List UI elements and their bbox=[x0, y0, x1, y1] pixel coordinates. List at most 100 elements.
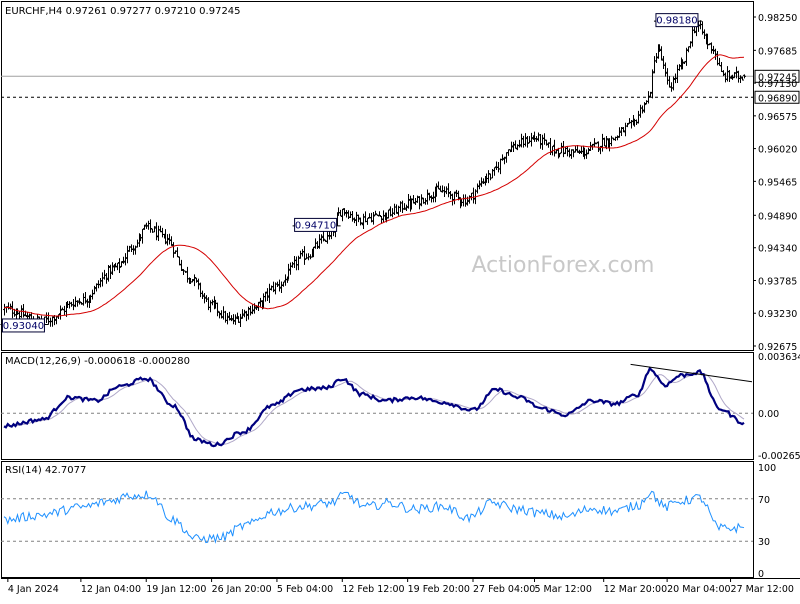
price-bar bbox=[241, 309, 244, 319]
price-bar bbox=[191, 279, 194, 283]
time-axis: 4 Jan 2024 12 Jan 04:00 19 Jan 12:00 26 Jan… bbox=[7, 578, 794, 595]
price-bar bbox=[149, 219, 152, 233]
price-bar bbox=[299, 250, 302, 259]
price-bar bbox=[476, 183, 479, 194]
price-axis-badge bbox=[754, 69, 800, 83]
price-bar bbox=[530, 132, 533, 147]
price-bar bbox=[449, 190, 452, 200]
rsi-axis-label: 30 bbox=[758, 537, 770, 548]
price-axis-label: 0.97685 bbox=[758, 46, 797, 57]
annotation-label: 0.93040 bbox=[3, 321, 44, 332]
price-bar bbox=[103, 269, 106, 280]
price-bar bbox=[720, 62, 723, 72]
price-bar bbox=[410, 198, 413, 210]
price-bar bbox=[480, 177, 483, 187]
price-bar bbox=[168, 233, 171, 245]
price-bar bbox=[522, 135, 525, 148]
price-axis-badge bbox=[754, 90, 800, 104]
price-bar bbox=[249, 305, 252, 316]
price-bar bbox=[635, 119, 638, 126]
price-bar bbox=[472, 187, 475, 204]
price-bar bbox=[489, 173, 492, 181]
price-axis-label: 0.94890 bbox=[758, 211, 797, 222]
price-axis-label: 0.97245 bbox=[758, 72, 797, 83]
price-bar bbox=[505, 152, 508, 163]
price-bar bbox=[539, 134, 542, 149]
price-bar bbox=[701, 21, 704, 35]
price-bar bbox=[247, 306, 250, 320]
price-bar bbox=[605, 135, 608, 150]
price-bar bbox=[63, 305, 66, 316]
price-bar bbox=[453, 191, 456, 205]
price-bar bbox=[153, 226, 156, 233]
price-bar bbox=[155, 222, 158, 241]
price-bar bbox=[639, 104, 642, 118]
price-bar bbox=[685, 47, 688, 66]
price-bar bbox=[211, 299, 214, 306]
price-bar bbox=[59, 305, 62, 320]
price-bar bbox=[562, 141, 565, 158]
price-bar bbox=[487, 170, 490, 184]
pane-frames bbox=[1, 1, 800, 579]
price-bar bbox=[111, 262, 114, 275]
price-bar bbox=[101, 272, 104, 287]
price-bar bbox=[387, 209, 390, 219]
price-bar bbox=[622, 127, 625, 133]
price-bar bbox=[574, 145, 577, 153]
price-bar bbox=[658, 44, 661, 52]
price-bar bbox=[416, 195, 419, 203]
price-bar bbox=[303, 246, 306, 265]
price-bar bbox=[97, 280, 100, 289]
price-bar bbox=[503, 156, 506, 165]
price-bar bbox=[357, 214, 360, 223]
price-bar bbox=[641, 105, 644, 114]
price-bar bbox=[276, 281, 279, 288]
price-bar bbox=[105, 273, 108, 284]
price-axis-label: 0.98250 bbox=[758, 13, 797, 24]
macd-axis-label: -0.002652 bbox=[758, 451, 800, 462]
price-bar bbox=[355, 211, 358, 227]
price-bar bbox=[220, 310, 223, 319]
price-bar bbox=[76, 300, 79, 307]
price-bar bbox=[414, 197, 417, 205]
price-bar bbox=[203, 292, 206, 304]
price-bar bbox=[234, 314, 237, 325]
price-bar bbox=[499, 158, 502, 175]
price-bar bbox=[618, 127, 621, 138]
time-axis-label: 27 Feb 04:00 bbox=[473, 584, 535, 595]
rsi-level-lines bbox=[1, 498, 753, 542]
price-bar bbox=[316, 241, 319, 249]
price-bar bbox=[197, 278, 200, 290]
price-bar bbox=[86, 298, 89, 308]
price-bar bbox=[664, 62, 667, 77]
price-bar bbox=[239, 313, 242, 327]
price-bar bbox=[507, 149, 510, 156]
price-bar bbox=[143, 224, 146, 230]
price-bar bbox=[228, 311, 231, 321]
price-axis-label: 0.95465 bbox=[758, 177, 797, 188]
price-bar bbox=[420, 194, 423, 207]
price-bar bbox=[51, 316, 54, 327]
macd-main-line bbox=[3, 366, 745, 448]
rsi-axis-label: 100 bbox=[758, 463, 776, 474]
price-bar bbox=[512, 141, 515, 153]
price-bar bbox=[724, 72, 727, 83]
price-bar bbox=[107, 264, 110, 282]
price-bar bbox=[126, 245, 129, 264]
price-bar bbox=[553, 139, 556, 157]
price-bar bbox=[218, 311, 221, 319]
price-bar bbox=[541, 134, 544, 150]
price-bar bbox=[264, 291, 267, 302]
price-bar bbox=[226, 312, 229, 325]
annotation-box bbox=[655, 13, 699, 28]
price-bar bbox=[18, 311, 21, 320]
price-bar bbox=[186, 266, 189, 283]
price-bar bbox=[26, 311, 29, 319]
price-bar bbox=[457, 190, 460, 201]
price-bar bbox=[268, 283, 271, 304]
price-bar bbox=[587, 147, 590, 155]
price-bar bbox=[445, 186, 448, 195]
price-bar bbox=[676, 64, 679, 83]
watermark: ActionForex.com bbox=[472, 253, 655, 278]
